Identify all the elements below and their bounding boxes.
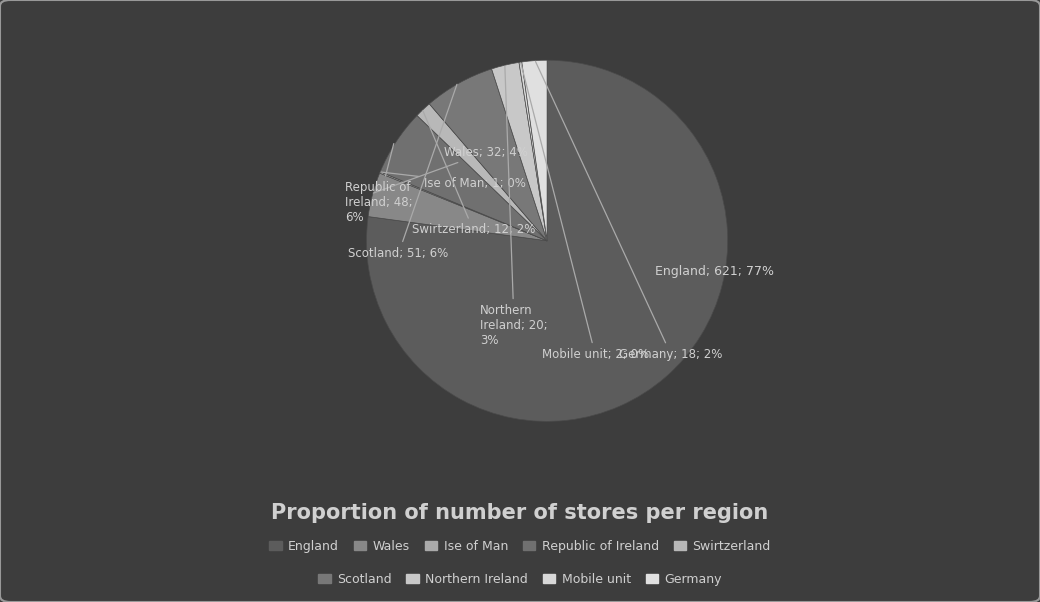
Wedge shape	[368, 173, 547, 241]
Wedge shape	[381, 116, 547, 241]
Text: Scotland; 51; 6%: Scotland; 51; 6%	[348, 84, 457, 260]
Wedge shape	[522, 60, 547, 241]
Wedge shape	[519, 62, 547, 241]
Text: Republic of
Ireland; 48;
6%: Republic of Ireland; 48; 6%	[345, 144, 413, 225]
Text: Swirtzerland; 12; 2%: Swirtzerland; 12; 2%	[412, 111, 535, 237]
Wedge shape	[430, 69, 547, 241]
Legend: Scotland, Northern Ireland, Mobile unit, Germany: Scotland, Northern Ireland, Mobile unit,…	[314, 569, 726, 590]
Legend: England, Wales, Ise of Man, Republic of Ireland, Swirtzerland: England, Wales, Ise of Man, Republic of …	[265, 536, 775, 557]
Wedge shape	[492, 63, 547, 241]
Wedge shape	[366, 60, 728, 421]
Text: Wales; 32; 4%: Wales; 32; 4%	[373, 146, 528, 193]
Text: Mobile unit; 2; 0%: Mobile unit; 2; 0%	[521, 63, 649, 361]
Text: Germany; 18; 2%: Germany; 18; 2%	[536, 61, 723, 361]
Text: Ise of Man; 1; 0%: Ise of Man; 1; 0%	[381, 172, 526, 190]
Wedge shape	[417, 104, 547, 241]
Text: England; 621; 77%: England; 621; 77%	[655, 265, 775, 278]
Text: Proportion of number of stores per region: Proportion of number of stores per regio…	[271, 503, 769, 523]
Wedge shape	[380, 172, 547, 241]
Text: Northern
Ireland; 20;
3%: Northern Ireland; 20; 3%	[480, 66, 548, 347]
